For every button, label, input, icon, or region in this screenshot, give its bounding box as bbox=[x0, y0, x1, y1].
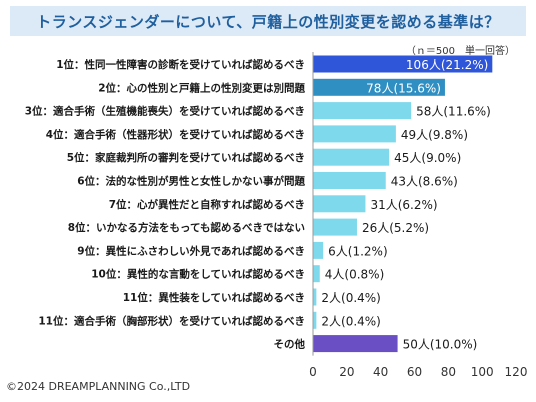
category-label: 11位：適合手術（胸部形状）を受けていれば認めるべき bbox=[38, 314, 305, 327]
bar bbox=[313, 265, 320, 283]
bar bbox=[313, 311, 317, 329]
bar bbox=[313, 335, 398, 353]
category-label: 8位：いかなる方法をもっても認めるべきではない bbox=[68, 221, 305, 234]
category-label: 1位：性同一性障害の診断を受けていれば認めるべき bbox=[56, 58, 305, 71]
bar bbox=[313, 78, 445, 96]
bar bbox=[313, 148, 390, 166]
value-label: 106人(21.2%) bbox=[406, 58, 488, 72]
category-label: 9位：異性にふさわしい外見であれば認めるべき bbox=[77, 244, 305, 257]
value-label: 78人(15.6%) bbox=[366, 81, 441, 95]
bar bbox=[313, 125, 396, 143]
category-label: 3位：適合手術（生殖機能喪失）を受けていれば認めるべき bbox=[25, 105, 305, 118]
bar bbox=[313, 55, 493, 73]
value-label: 2人(0.4%) bbox=[321, 314, 381, 328]
value-label: 50人(10.0%) bbox=[403, 338, 478, 352]
bar bbox=[313, 218, 357, 236]
value-label: 43人(8.6%) bbox=[391, 175, 458, 189]
value-label: 58人(11.6%) bbox=[416, 105, 491, 119]
category-label: 4位：適合手術（性器形状）を受けていれば認めるべき bbox=[46, 128, 305, 141]
category-label: 7位：心が異性だと自称すれば認めるべき bbox=[109, 198, 305, 211]
x-tick-label: 120 bbox=[505, 365, 528, 379]
category-label: 5位：家庭裁判所の審判を受けていれば認めるべき bbox=[67, 151, 305, 164]
x-tick-label: 0 bbox=[309, 365, 317, 379]
value-label: 6人(1.2%) bbox=[328, 244, 388, 258]
category-label: 6位：法的な性別が男性と女性しかない事が問題 bbox=[77, 175, 305, 188]
category-label: その他 bbox=[274, 338, 306, 351]
category-label: 11位：異性装をしていれば認めるべき bbox=[123, 291, 305, 304]
copyright-text: ©2024 DREAMPLANNING Co.,LTD bbox=[6, 380, 191, 393]
category-label: 2位：心の性別と戸籍上の性別変更は別問題 bbox=[98, 81, 305, 94]
value-label: 26人(5.2%) bbox=[362, 221, 429, 235]
x-tick-label: 100 bbox=[471, 365, 494, 379]
value-label: 45人(9.0%) bbox=[394, 151, 461, 165]
sample-size-note: （ｎ＝500 単一回答） bbox=[406, 44, 515, 57]
value-label: 31人(6.2%) bbox=[370, 198, 437, 212]
x-tick-label: 80 bbox=[441, 365, 456, 379]
bar bbox=[313, 195, 366, 213]
bar bbox=[313, 172, 386, 189]
x-tick-label: 20 bbox=[339, 365, 354, 379]
category-label: 10位：異性的な言動をしていれば認めるべき bbox=[91, 268, 305, 281]
value-label: 4人(0.8%) bbox=[325, 268, 385, 282]
bar bbox=[313, 241, 324, 259]
x-tick-label: 60 bbox=[407, 365, 422, 379]
x-tick-label: 40 bbox=[373, 365, 388, 379]
value-label: 2人(0.4%) bbox=[321, 291, 381, 305]
bar bbox=[313, 288, 317, 306]
value-label: 49人(9.8%) bbox=[401, 128, 468, 142]
bar bbox=[313, 102, 412, 120]
chart-title: トランスジェンダーについて、戸籍上の性別変更を認める基準は？ bbox=[10, 6, 526, 36]
